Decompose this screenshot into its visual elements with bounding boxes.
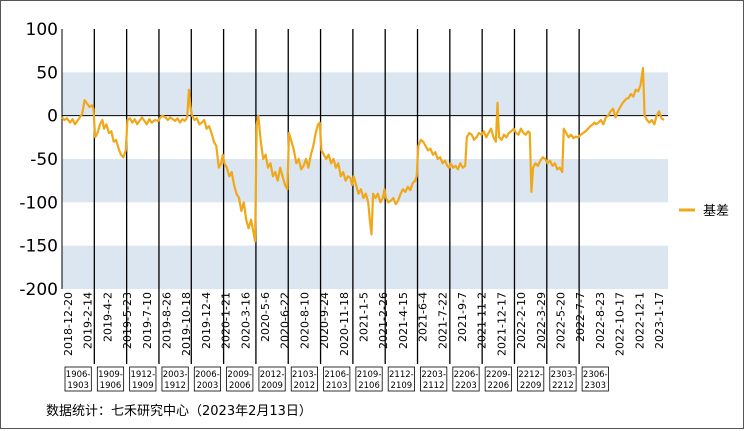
contract-label-top: 2109-	[357, 370, 382, 380]
contract-label-bottom: 2303	[584, 381, 606, 391]
x-tick-label: 2019-5-23	[121, 292, 134, 349]
x-tick-label: 2021-12-17	[495, 292, 508, 356]
contract-label-top: 2009-	[227, 370, 252, 380]
x-tick-label: 2020-3-16	[239, 292, 252, 349]
contract-label-bottom: 2209	[520, 381, 542, 391]
y-tick-label: 100	[26, 20, 58, 40]
contract-label-bottom: 1906	[100, 381, 122, 391]
contract-box	[323, 366, 351, 392]
contract-label-top: 1909-	[98, 370, 123, 380]
contract-box	[64, 366, 92, 392]
x-tick-label: 2022-10-17	[614, 292, 627, 356]
contract-box	[193, 366, 221, 392]
contract-label-top: 2103-	[292, 370, 317, 380]
contract-label-bottom: 2203	[455, 381, 477, 391]
contract-label-top: 2212-	[518, 370, 543, 380]
y-tick-label: -200	[19, 280, 58, 300]
contract-label-bottom: 2109	[391, 381, 413, 391]
x-tick-label: 2021-11-2	[476, 292, 489, 349]
contract-label-top: 2203-	[421, 370, 446, 380]
contract-box	[129, 366, 157, 392]
x-tick-label: 2021-1-5	[358, 292, 371, 342]
contract-label-bottom: 1909	[132, 381, 154, 391]
contract-box	[161, 366, 189, 392]
contract-label-top: 2206-	[454, 370, 479, 380]
contract-box	[96, 366, 125, 392]
contract-box	[581, 366, 609, 392]
x-tick-label: 2019-2-14	[82, 292, 95, 349]
contract-box	[226, 366, 254, 392]
contract-box	[420, 366, 448, 392]
contract-label-bottom: 2012	[294, 381, 316, 391]
x-tick-label: 2022-12-1	[633, 292, 646, 349]
shaded-band-0	[62, 72, 668, 116]
legend-label: 基差	[703, 204, 729, 219]
x-tick-label: 2020-1-21	[220, 292, 233, 349]
contract-box	[355, 366, 383, 392]
contract-label-top: 2003-	[163, 370, 188, 380]
contract-label-top: 2012-	[260, 370, 285, 380]
y-tick-label: -100	[19, 193, 58, 213]
y-tick-label: 0	[47, 107, 58, 127]
contract-label-top: 2106-	[324, 370, 349, 380]
y-tick-label: 50	[36, 63, 58, 83]
x-tick-label: 2021-7-22	[436, 292, 449, 349]
x-tick-label: 2019-7-10	[141, 292, 154, 349]
x-tick-label: 2020-5-6	[259, 292, 272, 342]
contract-label-top: 2209-	[486, 370, 511, 380]
contract-label-top: 2303-	[551, 370, 576, 380]
contract-label-top: 2306-	[583, 370, 608, 380]
x-tick-label: 2019-8-26	[161, 292, 174, 349]
contract-box	[258, 366, 286, 392]
x-tick-label: 2021-4-15	[397, 292, 410, 349]
contract-label-top: 1906-	[66, 370, 91, 380]
contract-label-bottom: 2106	[358, 381, 380, 391]
x-tick-label: 2020-9-24	[318, 292, 331, 349]
x-tick-label: 2018-12-20	[62, 292, 75, 356]
contract-label-bottom: 2003	[197, 381, 219, 391]
x-tick-label: 2021-2-26	[377, 292, 390, 349]
contract-label-top: 2112-	[389, 370, 414, 380]
contract-label-bottom: 1912	[164, 381, 186, 391]
x-tick-label: 2022-5-20	[555, 292, 568, 349]
x-tick-label: 2020-8-10	[298, 292, 311, 349]
contract-box	[387, 366, 415, 392]
contract-label-top: 2006-	[195, 370, 220, 380]
contract-label-bottom: 2212	[552, 381, 574, 391]
x-tick-label: 2021-9-7	[456, 292, 469, 342]
y-tick-label: -150	[19, 237, 58, 257]
x-tick-label: 2022-8-23	[594, 292, 607, 349]
contract-label-bottom: 2006	[229, 381, 251, 391]
y-tick-label: -50	[30, 150, 58, 170]
series-line-basis	[61, 66, 665, 243]
x-tick-label: 2020-11-18	[338, 292, 351, 356]
contract-label-bottom: 2112	[423, 381, 445, 391]
x-tick-label: 2022-2-10	[515, 292, 528, 349]
contract-label-bottom: 2103	[326, 381, 348, 391]
x-tick-label: 2019-4-2	[101, 292, 114, 342]
source-note: 数据统计：七禾研究中心（2023年2月13日）	[46, 404, 312, 419]
shaded-band-2	[62, 245, 668, 289]
contract-label-top: 1912-	[130, 370, 155, 380]
x-tick-label: 2022-7-7	[574, 292, 587, 342]
x-tick-label: 2019-10-18	[180, 292, 193, 356]
x-tick-label: 2022-3-29	[535, 292, 548, 349]
contract-box	[549, 366, 577, 392]
x-tick-label: 2023-1-17	[653, 292, 666, 349]
contract-box	[452, 366, 480, 392]
contract-label-bottom: 2009	[261, 381, 283, 391]
contract-label-bottom: 2206	[487, 381, 509, 391]
x-tick-label: 2019-12-4	[200, 292, 213, 349]
contract-label-bottom: 1903	[67, 381, 89, 391]
contract-box	[484, 366, 512, 392]
contract-box	[517, 366, 545, 392]
x-tick-label: 2021-6-4	[417, 292, 430, 342]
contract-box	[290, 366, 318, 392]
x-tick-label: 2020-6-22	[279, 292, 292, 349]
